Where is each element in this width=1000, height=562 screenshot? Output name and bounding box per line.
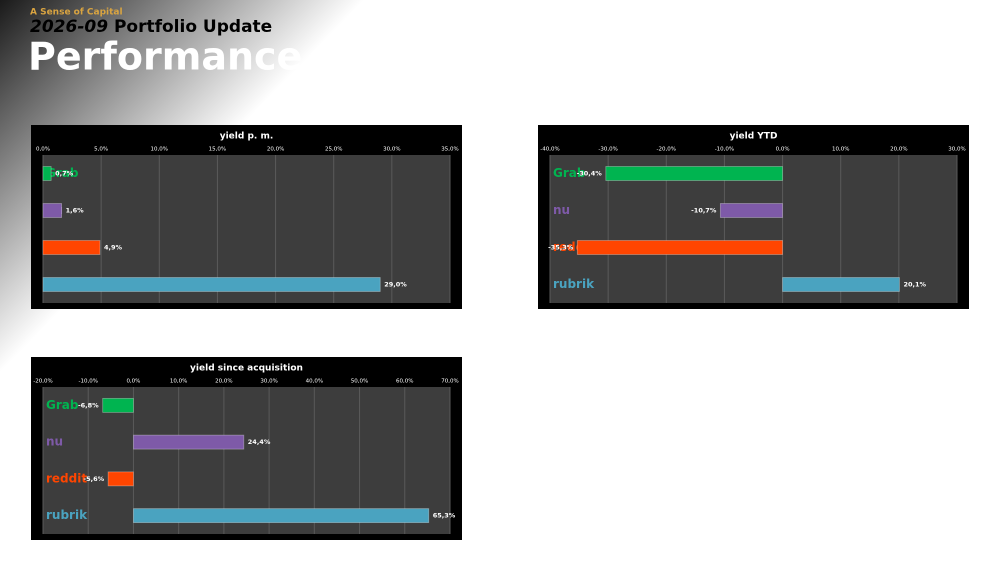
title: Performance	[28, 35, 302, 79]
category-logo: Grab	[553, 166, 586, 180]
value-label: -5,6%	[83, 475, 104, 483]
brand: A Sense of Capital	[30, 8, 123, 18]
x-tick-label: 60,0%	[396, 379, 413, 385]
value-label: -10,7%	[691, 207, 717, 215]
category-logo: nu	[553, 203, 570, 217]
bar	[133, 508, 430, 524]
x-tick-label: -20,0%	[33, 379, 52, 385]
bar	[605, 166, 783, 181]
category-logo: reddit	[46, 471, 87, 485]
value-label: 1,6%	[66, 207, 85, 215]
category-logo: rubrik	[553, 277, 595, 291]
category-logo: nu	[46, 435, 63, 449]
x-tick-label: 20,0%	[890, 147, 907, 153]
x-tick-label: -20,0%	[657, 147, 676, 153]
value-label: 0,7%	[55, 170, 74, 178]
chart: yield since acquisition -20,0% -10,0% 0,0% 1…	[31, 357, 462, 540]
x-tick-label: 0,0%	[36, 147, 50, 153]
x-tick-label: 15,0%	[209, 147, 226, 153]
date: 2026-09	[30, 17, 108, 37]
bar	[42, 240, 101, 255]
x-tick-label: 10,0%	[170, 379, 187, 385]
charts: yield p. m. 0,0% 5,0% 10,0% 15,0% 20,0% 25,0% 3…	[31, 125, 969, 540]
value-label: 4,9%	[104, 244, 123, 252]
x-tick-label: 70,0%	[441, 379, 458, 385]
x-tick-label: 0,0%	[126, 379, 140, 385]
x-tick-label: 35,0%	[441, 147, 458, 153]
value-label: -35,3%	[548, 244, 574, 252]
x-tick-label: 20,0%	[267, 147, 284, 153]
value-label: 24,4%	[248, 438, 271, 446]
x-tick-label: 0,0%	[776, 147, 790, 153]
category-logo: Grab	[46, 166, 79, 180]
subtitle-text: Portfolio Update	[114, 17, 272, 37]
value-label: -6,8%	[78, 401, 99, 409]
category-logo: Grab	[46, 398, 79, 412]
bar	[133, 434, 245, 450]
x-tick-label: 30,0%	[383, 147, 400, 153]
bar	[782, 277, 900, 292]
x-tick-label: 25,0%	[325, 147, 342, 153]
bar	[576, 240, 783, 255]
bar	[42, 166, 52, 181]
bar	[719, 203, 783, 218]
x-tick-label: 10,0%	[151, 147, 168, 153]
bar	[107, 471, 134, 487]
x-tick-label: 20,0%	[215, 379, 232, 385]
chart: yield YTD -40,0% -30,0% -20,0% -10,0% 0,0% 10,…	[538, 125, 969, 309]
subtitle: 2026-09 Portfolio Update	[30, 17, 272, 37]
bar	[42, 203, 63, 218]
x-tick-label: 10,0%	[832, 147, 849, 153]
chart: yield p. m. 0,0% 5,0% 10,0% 15,0% 20,0% 25,0% 3…	[31, 125, 462, 309]
x-tick-label: 30,0%	[260, 379, 277, 385]
x-tick-label: 50,0%	[351, 379, 368, 385]
bar	[102, 397, 134, 413]
bar	[42, 277, 381, 292]
x-tick-label: -10,0%	[715, 147, 734, 153]
x-tick-label: 40,0%	[306, 379, 323, 385]
value-label: 65,3%	[433, 512, 456, 520]
x-tick-label: 30,0%	[948, 147, 965, 153]
x-tick-label: 5,0%	[94, 147, 108, 153]
x-tick-label: -40,0%	[540, 147, 559, 153]
value-label: 29,0%	[384, 281, 407, 289]
x-tick-label: -10,0%	[78, 379, 97, 385]
value-label: 20,1%	[903, 281, 926, 289]
x-tick-label: -30,0%	[598, 147, 617, 153]
chart-title: yield p. m.	[220, 132, 274, 142]
category-logo: rubrik	[46, 508, 88, 522]
chart-title: yield since acquisition	[190, 364, 303, 374]
value-label: -30,4%	[577, 170, 603, 178]
chart-title: yield YTD	[730, 132, 778, 142]
